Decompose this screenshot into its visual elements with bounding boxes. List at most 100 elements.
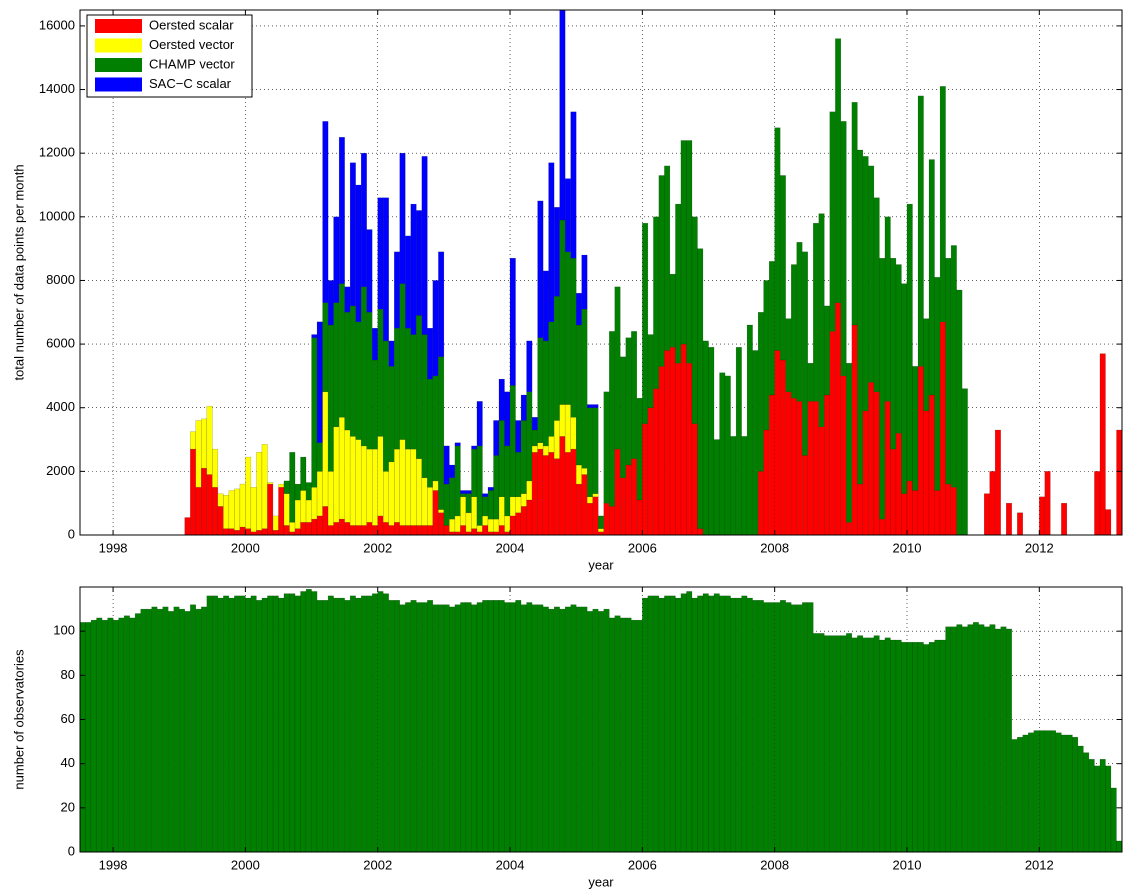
x-tick-label: 2008 <box>760 540 789 555</box>
bar-segment <box>724 375 731 536</box>
bar <box>647 595 654 853</box>
bar-segment <box>592 404 599 408</box>
bar <box>857 635 864 853</box>
bar <box>1044 730 1051 853</box>
panel: 1998 2000 2002 2004 2006 2008 2010 2012 0 20 40 60 8… <box>11 586 1123 889</box>
bar-segment <box>636 499 643 536</box>
bar-segment <box>895 432 902 536</box>
bar <box>724 595 731 853</box>
bar-segment <box>614 286 621 450</box>
bar <box>1022 734 1029 853</box>
bar <box>642 597 649 853</box>
bar <box>145 608 152 853</box>
bar-segment <box>824 305 830 396</box>
bar-segment <box>212 448 219 488</box>
bar <box>862 637 869 853</box>
x-axis-label: year <box>588 874 614 889</box>
bar-segment <box>912 366 919 491</box>
bar-segment <box>493 420 500 456</box>
bar-segment <box>322 506 329 536</box>
bar-segment <box>289 522 296 533</box>
bar-segment <box>416 315 422 459</box>
bar <box>636 619 643 853</box>
x-tick-label: 2006 <box>628 857 657 872</box>
bar-segment <box>443 525 450 536</box>
bar <box>1028 732 1034 853</box>
bar <box>338 597 345 853</box>
legend: Oersted scalar Oersted vector CHAMP vector… <box>86 14 253 98</box>
bar-segment <box>642 423 649 536</box>
bar-segment <box>471 496 478 529</box>
bar-segment <box>515 420 522 453</box>
bar-segment <box>526 499 533 536</box>
bar <box>702 593 709 853</box>
y-tick-label: 60 <box>61 711 75 726</box>
bar <box>741 595 748 853</box>
bar-segment <box>642 222 649 424</box>
bar-segment <box>581 474 588 536</box>
bar-segment <box>300 456 307 491</box>
bar-segment <box>311 337 318 488</box>
x-tick-label: 2012 <box>1025 540 1054 555</box>
bar <box>895 639 902 853</box>
bar <box>548 608 555 853</box>
bar <box>846 633 853 853</box>
bar <box>757 600 764 853</box>
bar-segment <box>884 216 891 402</box>
bar <box>123 615 130 853</box>
bar-segment <box>405 235 412 329</box>
bar-segment <box>349 525 356 536</box>
bar-segment <box>294 483 301 501</box>
bar-segment <box>377 436 384 517</box>
bar <box>504 602 511 853</box>
bar <box>829 635 836 853</box>
x-tick-label: 2010 <box>893 540 922 555</box>
bar <box>482 600 489 853</box>
bar <box>272 595 279 853</box>
bar-segment <box>327 280 334 326</box>
bar <box>851 637 858 853</box>
bar-segment <box>664 165 671 351</box>
bar-segment <box>482 525 489 536</box>
bar-segment <box>890 448 897 536</box>
bar-segment <box>338 283 345 418</box>
bar-segment <box>917 95 924 367</box>
bar <box>978 624 985 853</box>
bar-segment <box>631 331 638 459</box>
bar-segment <box>333 216 340 303</box>
bar <box>388 600 395 853</box>
bar-segment <box>741 436 748 536</box>
bar-segment <box>311 518 318 536</box>
bar-segment <box>553 458 560 536</box>
bar <box>658 597 665 853</box>
bar-segment <box>570 257 577 418</box>
bar-segment <box>950 487 957 536</box>
bar-segment <box>394 448 400 523</box>
bar-segment <box>785 391 792 536</box>
bar <box>1099 759 1106 853</box>
bar-segment <box>394 522 400 536</box>
bar <box>735 597 742 853</box>
bar-segment <box>184 517 191 536</box>
bar-segment <box>465 490 472 494</box>
bar-segment <box>542 270 549 342</box>
bar <box>664 595 671 853</box>
bar-segment <box>394 327 400 450</box>
bar <box>449 606 456 853</box>
y-tick-label: 4000 <box>46 399 75 414</box>
bar <box>802 602 808 853</box>
bar-segment <box>322 121 329 303</box>
bar-segment <box>338 518 345 536</box>
bar-segment <box>377 515 384 536</box>
legend-label: SAC−C scalar <box>149 76 232 91</box>
bar-segment <box>625 337 632 466</box>
bar <box>1077 745 1084 853</box>
bar-segment <box>939 86 946 323</box>
bar <box>416 602 422 853</box>
bar-segment <box>631 458 638 536</box>
bar-segment <box>835 302 842 536</box>
bar-segment <box>316 442 323 472</box>
bar-segment <box>355 525 362 536</box>
bar <box>443 604 450 853</box>
bar-segment <box>774 127 781 351</box>
